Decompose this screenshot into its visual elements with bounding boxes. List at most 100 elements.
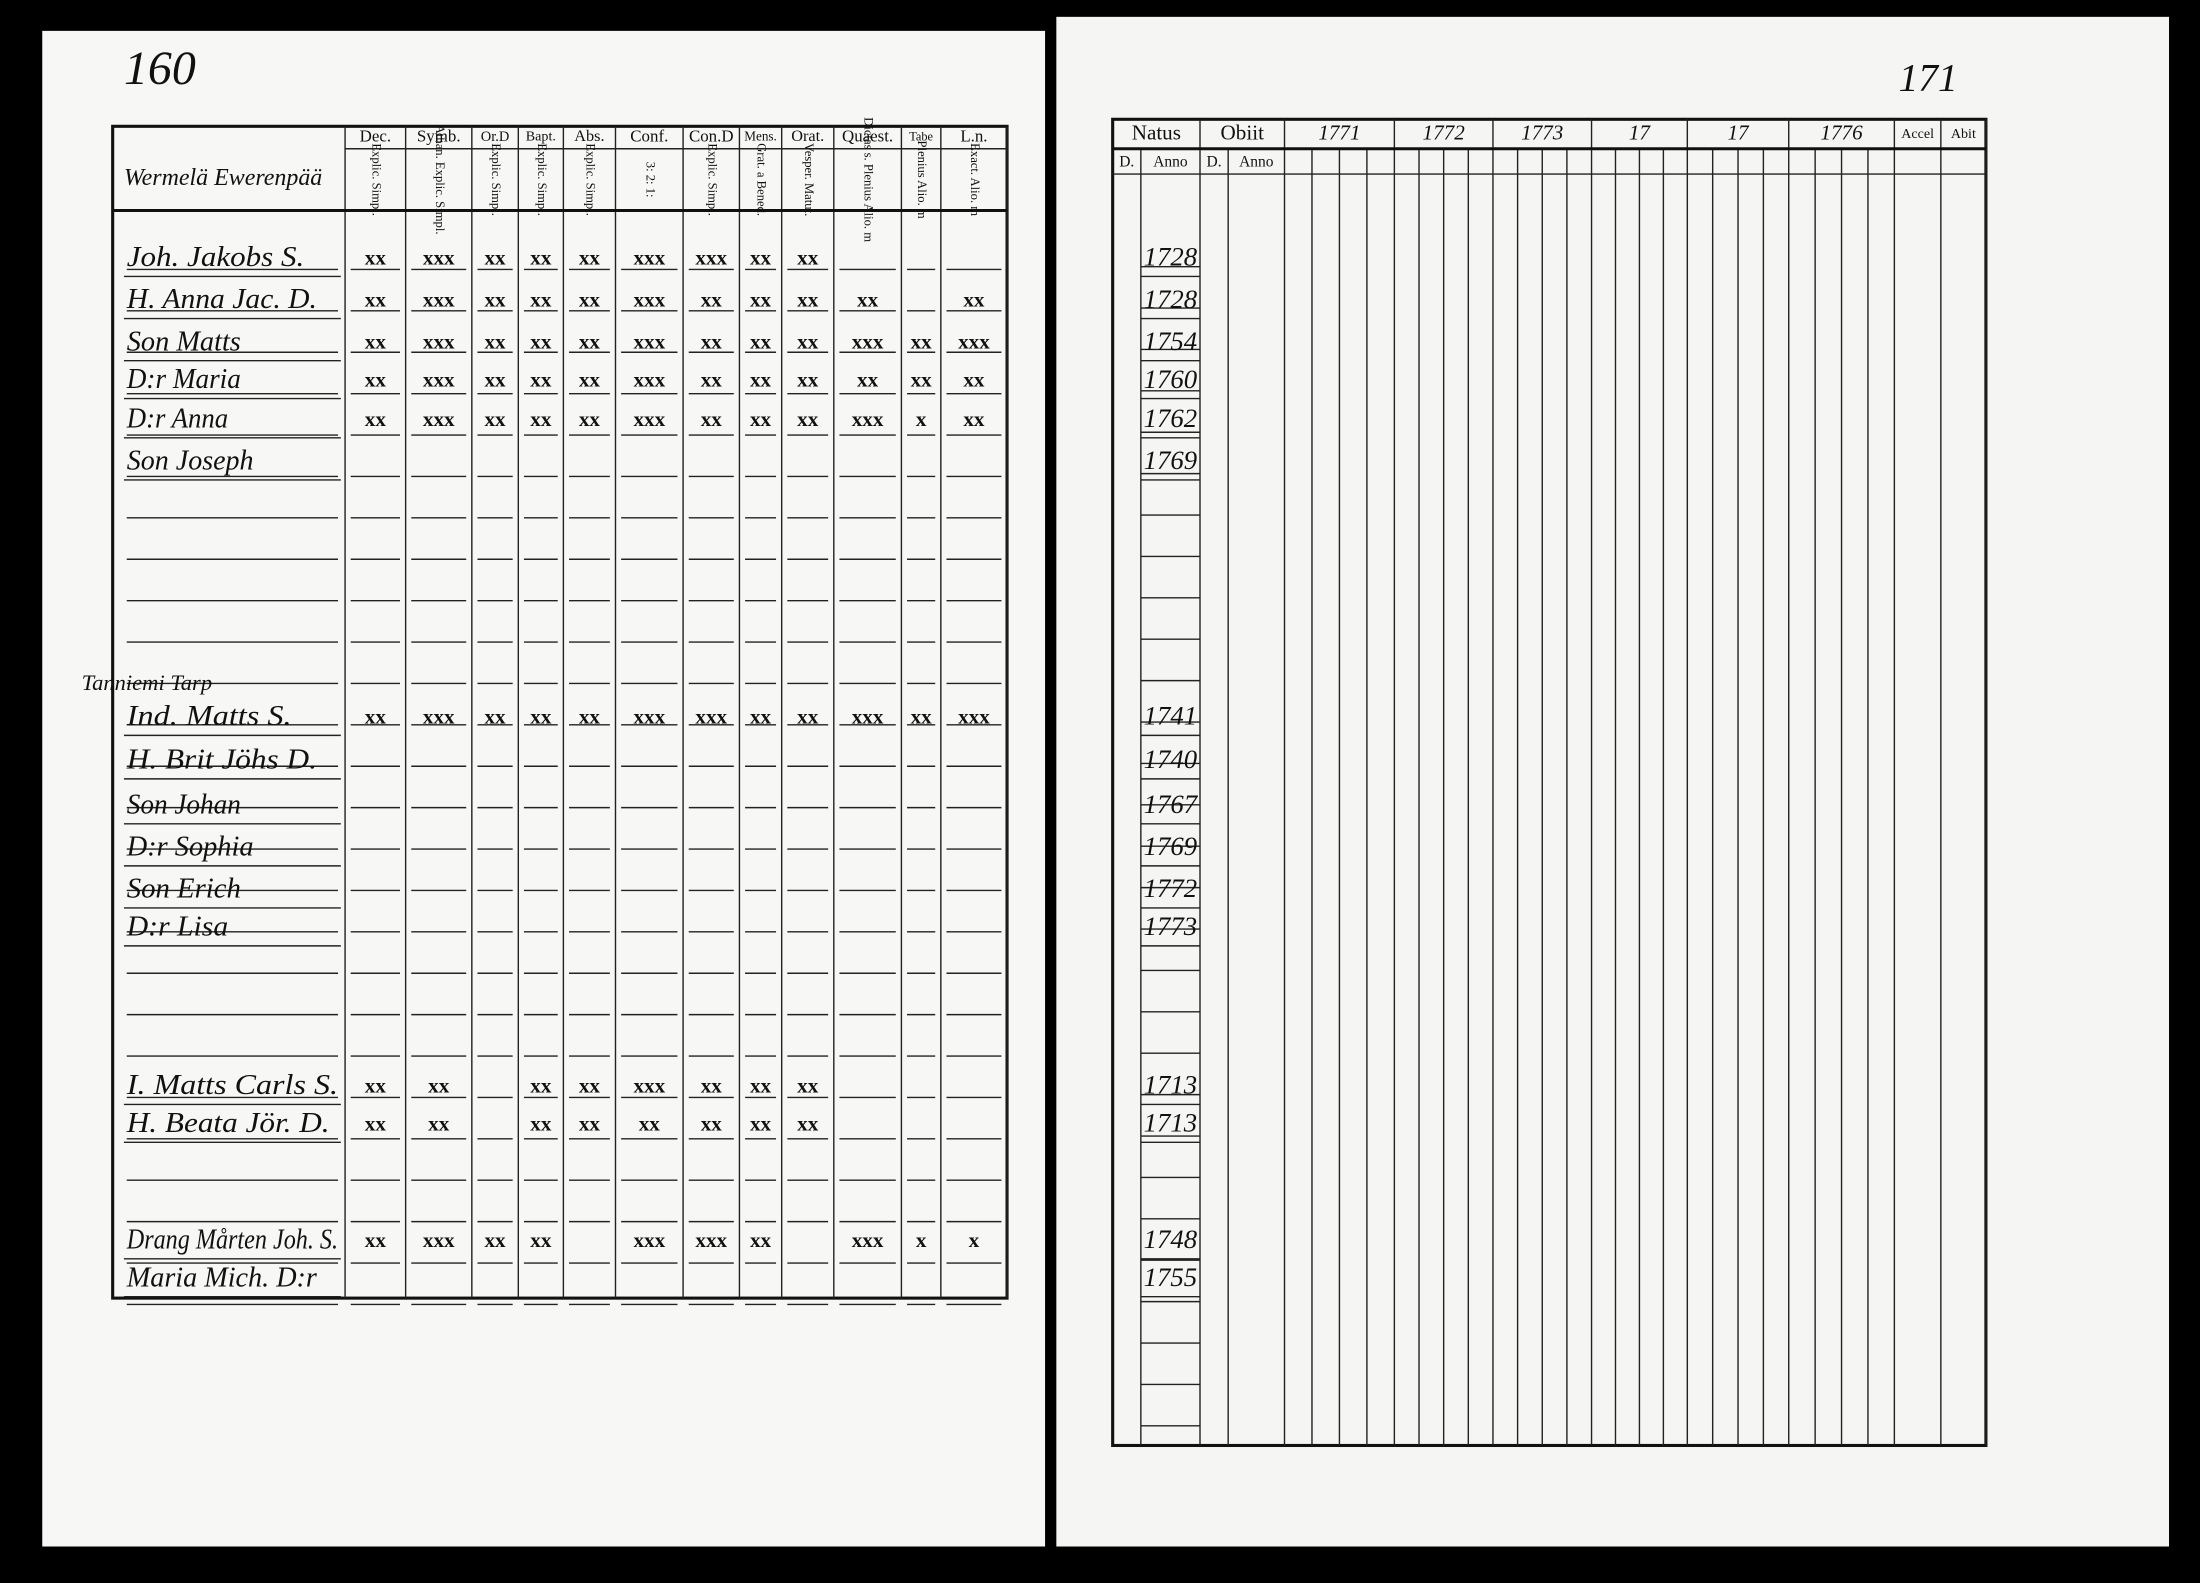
farm-name: Wermelä Ewerenpää (124, 165, 322, 191)
mark: xx (365, 704, 387, 728)
person-name: Son Matts (127, 326, 241, 357)
column-header: 1772 (1423, 121, 1466, 145)
mark: xx (530, 1073, 552, 1097)
mark: xx (485, 704, 507, 728)
mark: xx (579, 245, 601, 269)
mark: xxx (958, 704, 990, 728)
column-header: Mens. (744, 129, 777, 144)
column-subheader: Dictas s. Plenius Alio. m (862, 117, 876, 242)
column-header: 1771 (1318, 121, 1360, 145)
birth-year: 1741 (1144, 701, 1198, 731)
right-page-number: 171 (1899, 55, 1958, 99)
birth-year: 1713 (1144, 1070, 1198, 1100)
mark: xx (485, 368, 507, 392)
column-subheader: 3: 2: 1: (643, 162, 657, 198)
mark: xx (579, 1111, 601, 1135)
mark: xx (857, 368, 879, 392)
birth-year: 1773 (1144, 911, 1198, 941)
person-name: H. Beata Jör. D. (126, 1108, 330, 1139)
mark: xx (365, 1228, 387, 1252)
mark: xx (485, 407, 507, 431)
mark: xx (579, 330, 601, 354)
mark: xx (911, 330, 933, 354)
mark: xx (750, 330, 772, 354)
column-subheader: Explic. Simpl. (584, 143, 598, 216)
mark: xx (701, 407, 723, 431)
column-header: Abit (1951, 126, 1976, 142)
mark: xxx (695, 1228, 727, 1252)
mark: xx (485, 330, 507, 354)
mark: xxx (633, 368, 665, 392)
mark: xx (701, 330, 723, 354)
column-subheader: Explic. Simpl. (369, 143, 383, 216)
mark: xx (365, 1111, 387, 1135)
column-header: Symb. (417, 126, 461, 145)
mark: xx (750, 1073, 772, 1097)
mark: xxx (852, 407, 884, 431)
mark: xx (797, 1073, 819, 1097)
birth-year: 1760 (1144, 364, 1198, 394)
mark: xx (701, 368, 723, 392)
birth-year: 1767 (1144, 789, 1199, 819)
mark: xx (485, 288, 507, 312)
mark: xx (911, 368, 933, 392)
mark: xx (530, 1228, 552, 1252)
column-header: Quaest. (842, 126, 893, 145)
content: Dec.Explic. Simpl.Symb.Athan. Explic. Si… (82, 117, 1987, 1446)
mark: x (969, 1228, 980, 1252)
mark: xx (911, 704, 933, 728)
mark: xx (579, 1073, 601, 1097)
column-header: Con.D (689, 126, 734, 145)
birth-year: 1748 (1144, 1224, 1198, 1254)
column-subheader: Exact. Alio. m (968, 143, 982, 216)
birth-year: 1772 (1144, 873, 1198, 903)
mark: xx (701, 1073, 723, 1097)
birth-year: 1755 (1144, 1262, 1198, 1292)
birth-year: 1762 (1144, 403, 1198, 433)
birth-year: 1769 (1144, 831, 1198, 861)
mark: xx (701, 1111, 723, 1135)
mark: xxx (423, 704, 455, 728)
column-header: Orat. (791, 127, 824, 145)
person-name: H. Anna Jac. D. (126, 284, 317, 315)
column-header: 17 (1629, 121, 1652, 145)
column-subheader: Plenius Alio. m (915, 141, 929, 219)
mark: xx (797, 407, 819, 431)
mark: xx (579, 704, 601, 728)
mark: xxx (852, 704, 884, 728)
column-subheader: Anno (1153, 153, 1188, 170)
mark: xx (530, 330, 552, 354)
column-subheader: Vesper. Matut. (802, 143, 816, 216)
person-name: Maria Mich. D:r (126, 1262, 318, 1293)
mark: x (916, 407, 927, 431)
mark: xx (485, 245, 507, 269)
person-name: D:r Lisa (126, 912, 228, 943)
mark: xxx (633, 704, 665, 728)
mark: xx (428, 1111, 450, 1135)
mark: xx (750, 704, 772, 728)
column-header: Bapt. (526, 129, 556, 145)
mark: xx (530, 1111, 552, 1135)
column-header: Abs. (574, 127, 604, 145)
mark: xx (579, 368, 601, 392)
mark: xx (797, 288, 819, 312)
column-header: Or.D (481, 129, 510, 145)
mark: xx (750, 245, 772, 269)
column-header: 1776 (1820, 121, 1863, 145)
mark: xx (530, 368, 552, 392)
mark: xxx (423, 288, 455, 312)
person-name: H. Brit Jöhs D. (126, 745, 317, 776)
mark: xx (750, 407, 772, 431)
mark: xx (579, 288, 601, 312)
person-name: D:r Maria (126, 364, 241, 395)
column-subheader: Grat. a Bened. (755, 143, 769, 216)
mark: xxx (633, 245, 665, 269)
column-header: Natus (1132, 121, 1181, 145)
person-name: D:r Sophia (126, 832, 254, 863)
right-page (1056, 16, 2170, 1547)
column-subheader: Athan. Explic. Simpl. (433, 125, 447, 235)
column-header: L.n. (960, 126, 987, 145)
mark: xx (365, 288, 387, 312)
